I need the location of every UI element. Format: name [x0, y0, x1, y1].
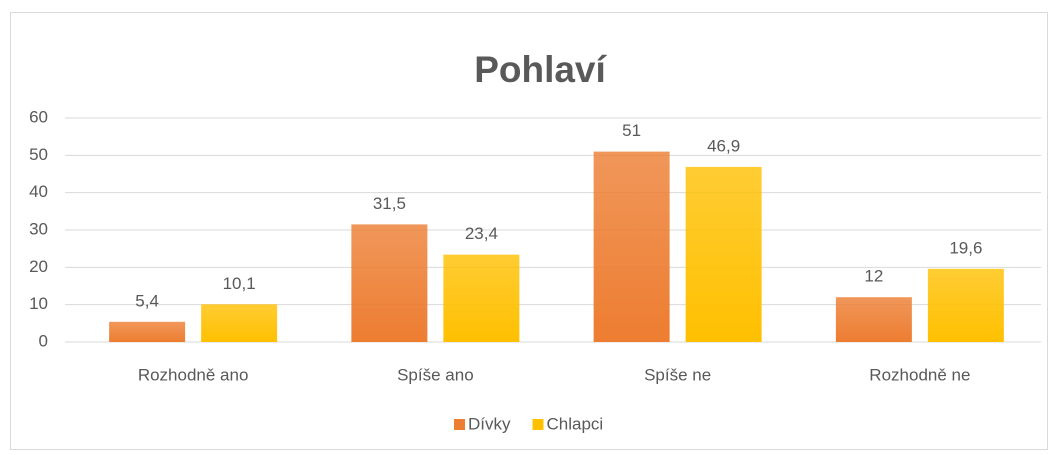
legend-swatch [454, 419, 465, 430]
y-tick-label: 20 [29, 257, 48, 276]
bar [685, 166, 762, 342]
x-tick-label: Rozhodně ano [138, 365, 249, 384]
x-tick-label: Spíše ne [644, 365, 711, 384]
y-tick-label: 0 [39, 331, 48, 350]
value-label: 19,6 [949, 238, 982, 257]
x-tick-label: Spíše ano [397, 365, 474, 384]
legend-label: Chlapci [547, 414, 604, 433]
x-tick-label: Rozhodně ne [869, 365, 970, 384]
value-label: 23,4 [465, 224, 498, 243]
chart-border [10, 12, 1048, 450]
y-tick-label: 60 [29, 107, 48, 126]
bar [109, 321, 186, 342]
y-tick-label: 40 [29, 182, 48, 201]
value-label: 31,5 [373, 194, 406, 213]
bar [201, 304, 278, 342]
y-tick-label: 30 [29, 219, 48, 238]
legend-swatch [532, 419, 544, 430]
bar [443, 254, 520, 342]
chart-title: Pohlaví [474, 49, 607, 90]
value-label: 46,9 [707, 136, 740, 155]
value-label: 51 [622, 121, 641, 140]
legend-label: Dívky [468, 414, 511, 433]
value-label: 10,1 [223, 274, 256, 293]
y-tick-label: 10 [29, 294, 48, 313]
bar [351, 224, 428, 342]
bar [593, 151, 670, 342]
bar [927, 268, 1004, 342]
value-label: 5,4 [135, 291, 159, 310]
y-tick-label: 50 [29, 145, 48, 164]
bar [835, 297, 912, 342]
value-label: 12 [864, 267, 883, 286]
